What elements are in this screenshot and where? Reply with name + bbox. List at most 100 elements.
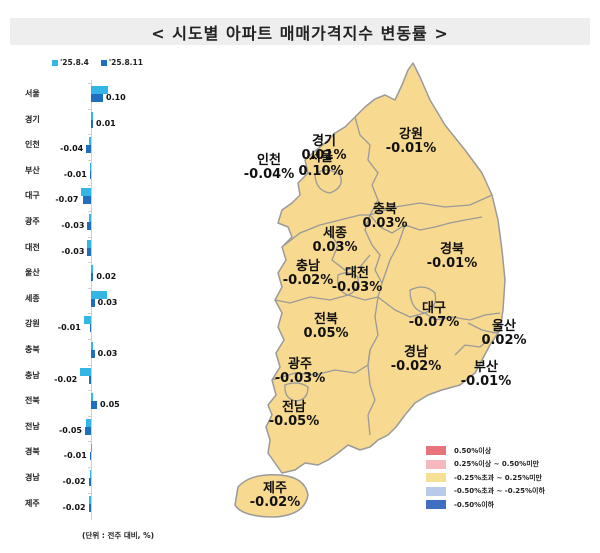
region-label-gwangju: 광주 -0.03% [275,357,326,387]
bar-prev-week [87,239,91,248]
unit-note: (단위 : 전주 대비, %) [82,531,155,540]
region-value: -0.02% [249,495,301,511]
bar-prev-week [81,188,91,197]
region-label-chungnam: 충남 -0.02% [282,259,334,289]
bar-row: 전남 -0.05 [0,416,200,441]
region-value: 0.02% [481,333,527,349]
region-label-gangwon: 강원 -0.01% [385,127,437,157]
region-label-sejong: 세종 0.03% [312,226,358,256]
region-label-jeonnam: 전남 -0.05% [268,400,320,430]
region-label-incheon: 인천 -0.04% [243,153,295,183]
bar-curr-week [89,452,91,461]
axis-tick [88,287,92,289]
region-value: 0.05% [303,326,349,342]
map-legend-item: 0.50%이상 [426,444,545,458]
bar-row: 경기 0.01 [0,109,200,134]
region-name: 전북 [314,312,338,327]
category-label: 전북 [25,396,40,406]
bar-curr-week [88,503,91,512]
bar-row: 대전 -0.03 [0,237,200,262]
value-label: -0.02 [62,502,86,512]
bar-curr-week [86,145,91,154]
bar-chart: 서울 0.10 경기 0.01 인천 -0.04 부산 -0.01 대구 -0.07 광주 -0.03… [0,75,200,525]
region-name: 인천 [257,153,281,168]
bar-prev-week [88,214,91,222]
legend-label-prev: '25.8.4 [60,58,89,67]
axis-tick [88,211,92,212]
value-label: -0.07 [55,195,79,205]
bar-prev-week [88,495,91,504]
category-label: 광주 [25,217,40,226]
region-label-seoul: 서울 0.10% [298,150,344,180]
region-value: -0.04% [243,167,295,183]
category-label: 대전 [25,242,40,252]
region-name: 광주 [288,357,312,372]
value-label: 0.01 [96,118,116,128]
category-label: 충남 [25,370,40,380]
region-label-busan: 부산 -0.01% [461,360,512,390]
region-value: 0.01% [301,148,347,164]
bar-row: 부산 -0.01 [0,160,200,185]
bar-prev-week [89,470,91,478]
map-legend-label: -0.50%이하 [454,500,495,509]
region-name: 경남 [404,345,428,360]
category-label: 울산 [25,268,40,278]
axis-tick [88,108,92,110]
bar-curr-week [91,401,97,410]
axis-tick [88,492,92,494]
value-label: -0.01 [63,451,87,461]
region-value: -0.07% [408,315,460,331]
axis-tick [88,236,92,238]
map-legend-item: 0.25%이상 ~ 0.50%미만 [426,458,545,472]
chart-title: < 시도별 아파트 매매가격지수 변동률 > [10,18,590,45]
region-value: 0.03% [312,240,358,256]
category-label: 서울 [25,89,40,98]
bar-curr-week [91,94,103,102]
axis-tick [88,415,92,417]
axis-tick [88,390,92,392]
map-legend-swatch [426,486,446,496]
korea-map: 경기 0.01% 강원 -0.01% 인천 -0.04% 서울 0.10% 충북… [220,55,527,525]
bar-prev-week [91,393,93,402]
region-label-daegu: 대구 -0.07% [408,301,460,331]
category-label: 경남 [25,473,40,482]
map-legend-swatch [426,473,446,483]
axis-tick [88,262,92,264]
region-value: 0.10% [298,164,344,180]
region-label-chungbuk: 충북 0.03% [362,202,407,232]
map-legend-swatch [426,446,446,456]
bar-row: 인천 -0.04 [0,134,200,159]
bar-row: 대구 -0.07 [0,185,200,210]
series-legend: '25.8.4 '25.8.11 [52,58,143,67]
category-label: 제주 [25,498,40,508]
legend-item-curr: '25.8.11 [100,58,143,67]
axis-tick [88,467,92,468]
map-legend-swatch [426,459,446,469]
bar-row: 세종 0.03 [0,288,200,313]
bar-curr-week [91,119,93,128]
region-value: -0.05% [268,414,320,430]
value-label: 0.10 [106,93,126,102]
axis-tick [88,83,92,84]
region-name: 충북 [373,202,397,217]
region-value: -0.01% [385,141,437,157]
category-label: 대구 [25,191,40,201]
bar-row: 서울 0.10 [0,83,200,108]
category-label: 인천 [25,140,40,150]
value-label: -0.02 [62,477,86,486]
bar-curr-week [88,375,91,384]
region-value: -0.02% [282,273,334,289]
bar-prev-week [91,86,108,94]
category-label: 경기 [25,114,40,124]
bar-curr-week [82,196,91,205]
map-legend-swatch [426,500,446,510]
category-label: 경북 [25,447,40,457]
legend-swatch-prev [52,59,58,66]
value-label: -0.01 [63,169,87,179]
bar-row: 경남 -0.02 [0,467,200,492]
bar-curr-week [91,273,94,282]
bar-row: 광주 -0.03 [0,211,200,236]
bar-prev-week [91,444,92,453]
region-name: 부산 [474,360,498,375]
region-name: 울산 [492,319,516,334]
